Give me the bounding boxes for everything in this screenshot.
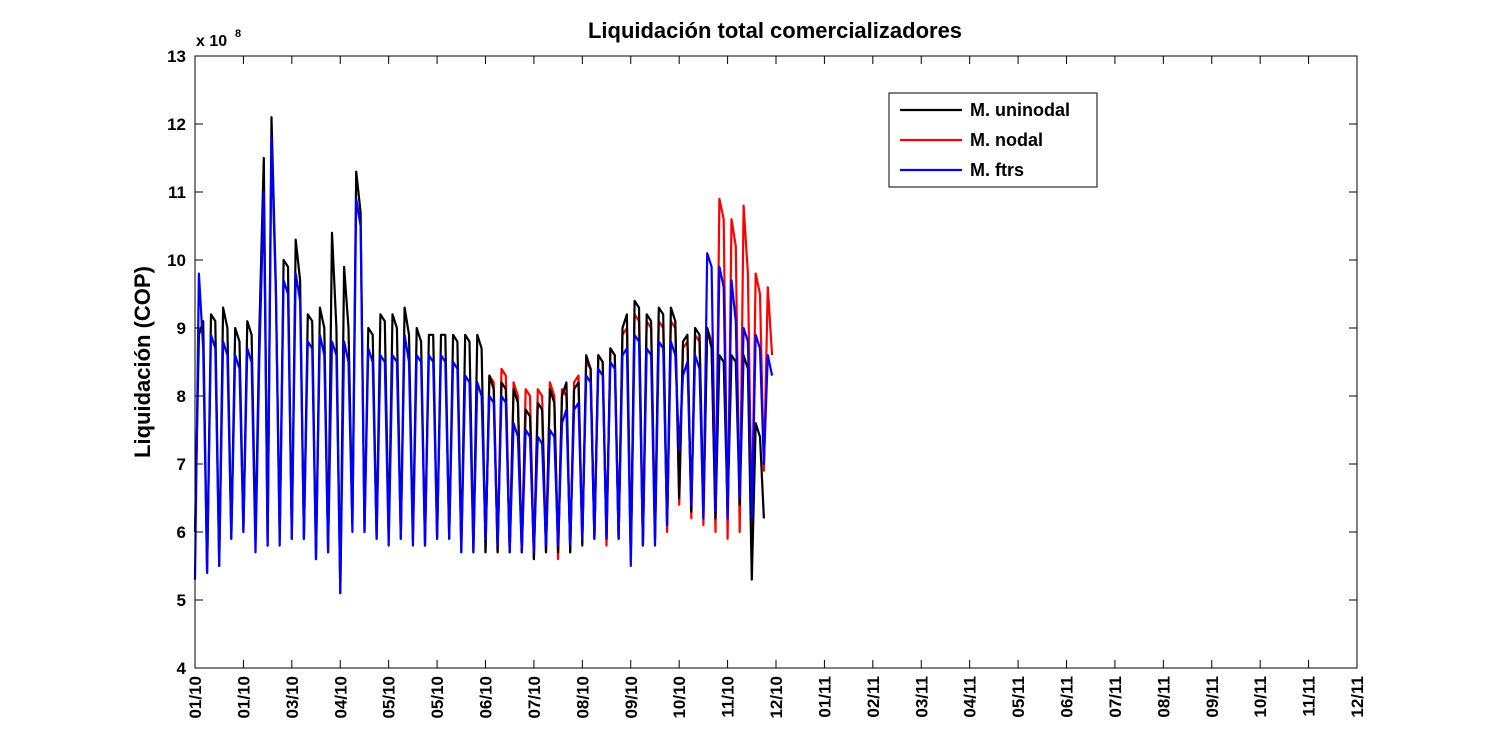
x-tick-label: 05/10 — [380, 676, 399, 719]
x-tick-label: 06/10 — [477, 676, 496, 719]
y-tick-label: 12 — [167, 115, 186, 134]
x-tick-label: 12/11 — [1348, 676, 1367, 718]
legend-label-ftrs: M. ftrs — [970, 160, 1024, 180]
series-line-ftrs — [193, 136, 774, 595]
y-tick-label: 7 — [177, 455, 186, 474]
x-tick-label: 08/10 — [573, 676, 592, 719]
y-tick-label: 10 — [167, 251, 186, 270]
plot-frame — [194, 55, 1358, 669]
y-axis-label: Liquidación (COP) — [130, 266, 155, 458]
y-tick-label: 11 — [168, 183, 186, 202]
chart-title: Liquidación total comercializadores — [588, 18, 962, 43]
y-tick-label: 4 — [177, 659, 187, 678]
x-tick-label: 05/10 — [428, 676, 447, 719]
y-axis: 4 5 6 7 8 9 10 11 12 13 — [167, 47, 1357, 678]
x-tick-label: 12/10 — [767, 676, 786, 719]
x-tick-label: 03/10 — [283, 676, 302, 719]
x-tick-label: 07/10 — [525, 676, 544, 719]
y-tick-label: 5 — [177, 591, 186, 610]
y-tick-label: 13 — [167, 47, 186, 66]
x-tick-label: 04/10 — [331, 676, 350, 719]
x-tick-label: 11/10 — [719, 676, 738, 718]
x-tick-label: 06/11 — [1058, 676, 1077, 718]
x-tick-label: 01/11 — [815, 676, 834, 718]
x-tick-label: 09/10 — [622, 676, 641, 719]
series-layer — [193, 116, 774, 595]
x-tick-label: 03/11 — [912, 676, 931, 718]
x-tick-label: 09/11 — [1203, 676, 1222, 718]
x-tick-label: 04/11 — [961, 676, 980, 718]
legend: M. uninodal M. nodal M. ftrs — [888, 92, 1098, 188]
y-tick-label: 8 — [177, 387, 186, 406]
x-tick-label: 07/11 — [1106, 676, 1125, 718]
x-tick-label: 05/11 — [1009, 676, 1028, 718]
legend-label-nodal: M. nodal — [970, 130, 1043, 150]
x-tick-label: 10/10 — [670, 676, 689, 719]
y-multiplier-exponent: 8 — [235, 28, 241, 40]
y-tick-label: 9 — [177, 319, 186, 338]
x-tick-label: 02/11 — [864, 676, 883, 718]
legend-label-uninodal: M. uninodal — [970, 100, 1070, 120]
x-axis: 01/10 01/10 03/10 04/10 05/10 05/10 06/10 07/10… — [186, 56, 1367, 719]
x-tick-label: 11/11 — [1300, 676, 1319, 717]
y-multiplier: x 10 8 — [196, 28, 241, 50]
x-tick-label: 01/10 — [186, 676, 205, 719]
x-tick-label: 08/11 — [1154, 676, 1173, 718]
y-tick-label: 6 — [177, 523, 186, 542]
x-tick-label: 01/10 — [234, 676, 253, 719]
y-multiplier-base: x 10 — [196, 33, 227, 50]
x-tick-label: 10/11 — [1251, 676, 1270, 718]
